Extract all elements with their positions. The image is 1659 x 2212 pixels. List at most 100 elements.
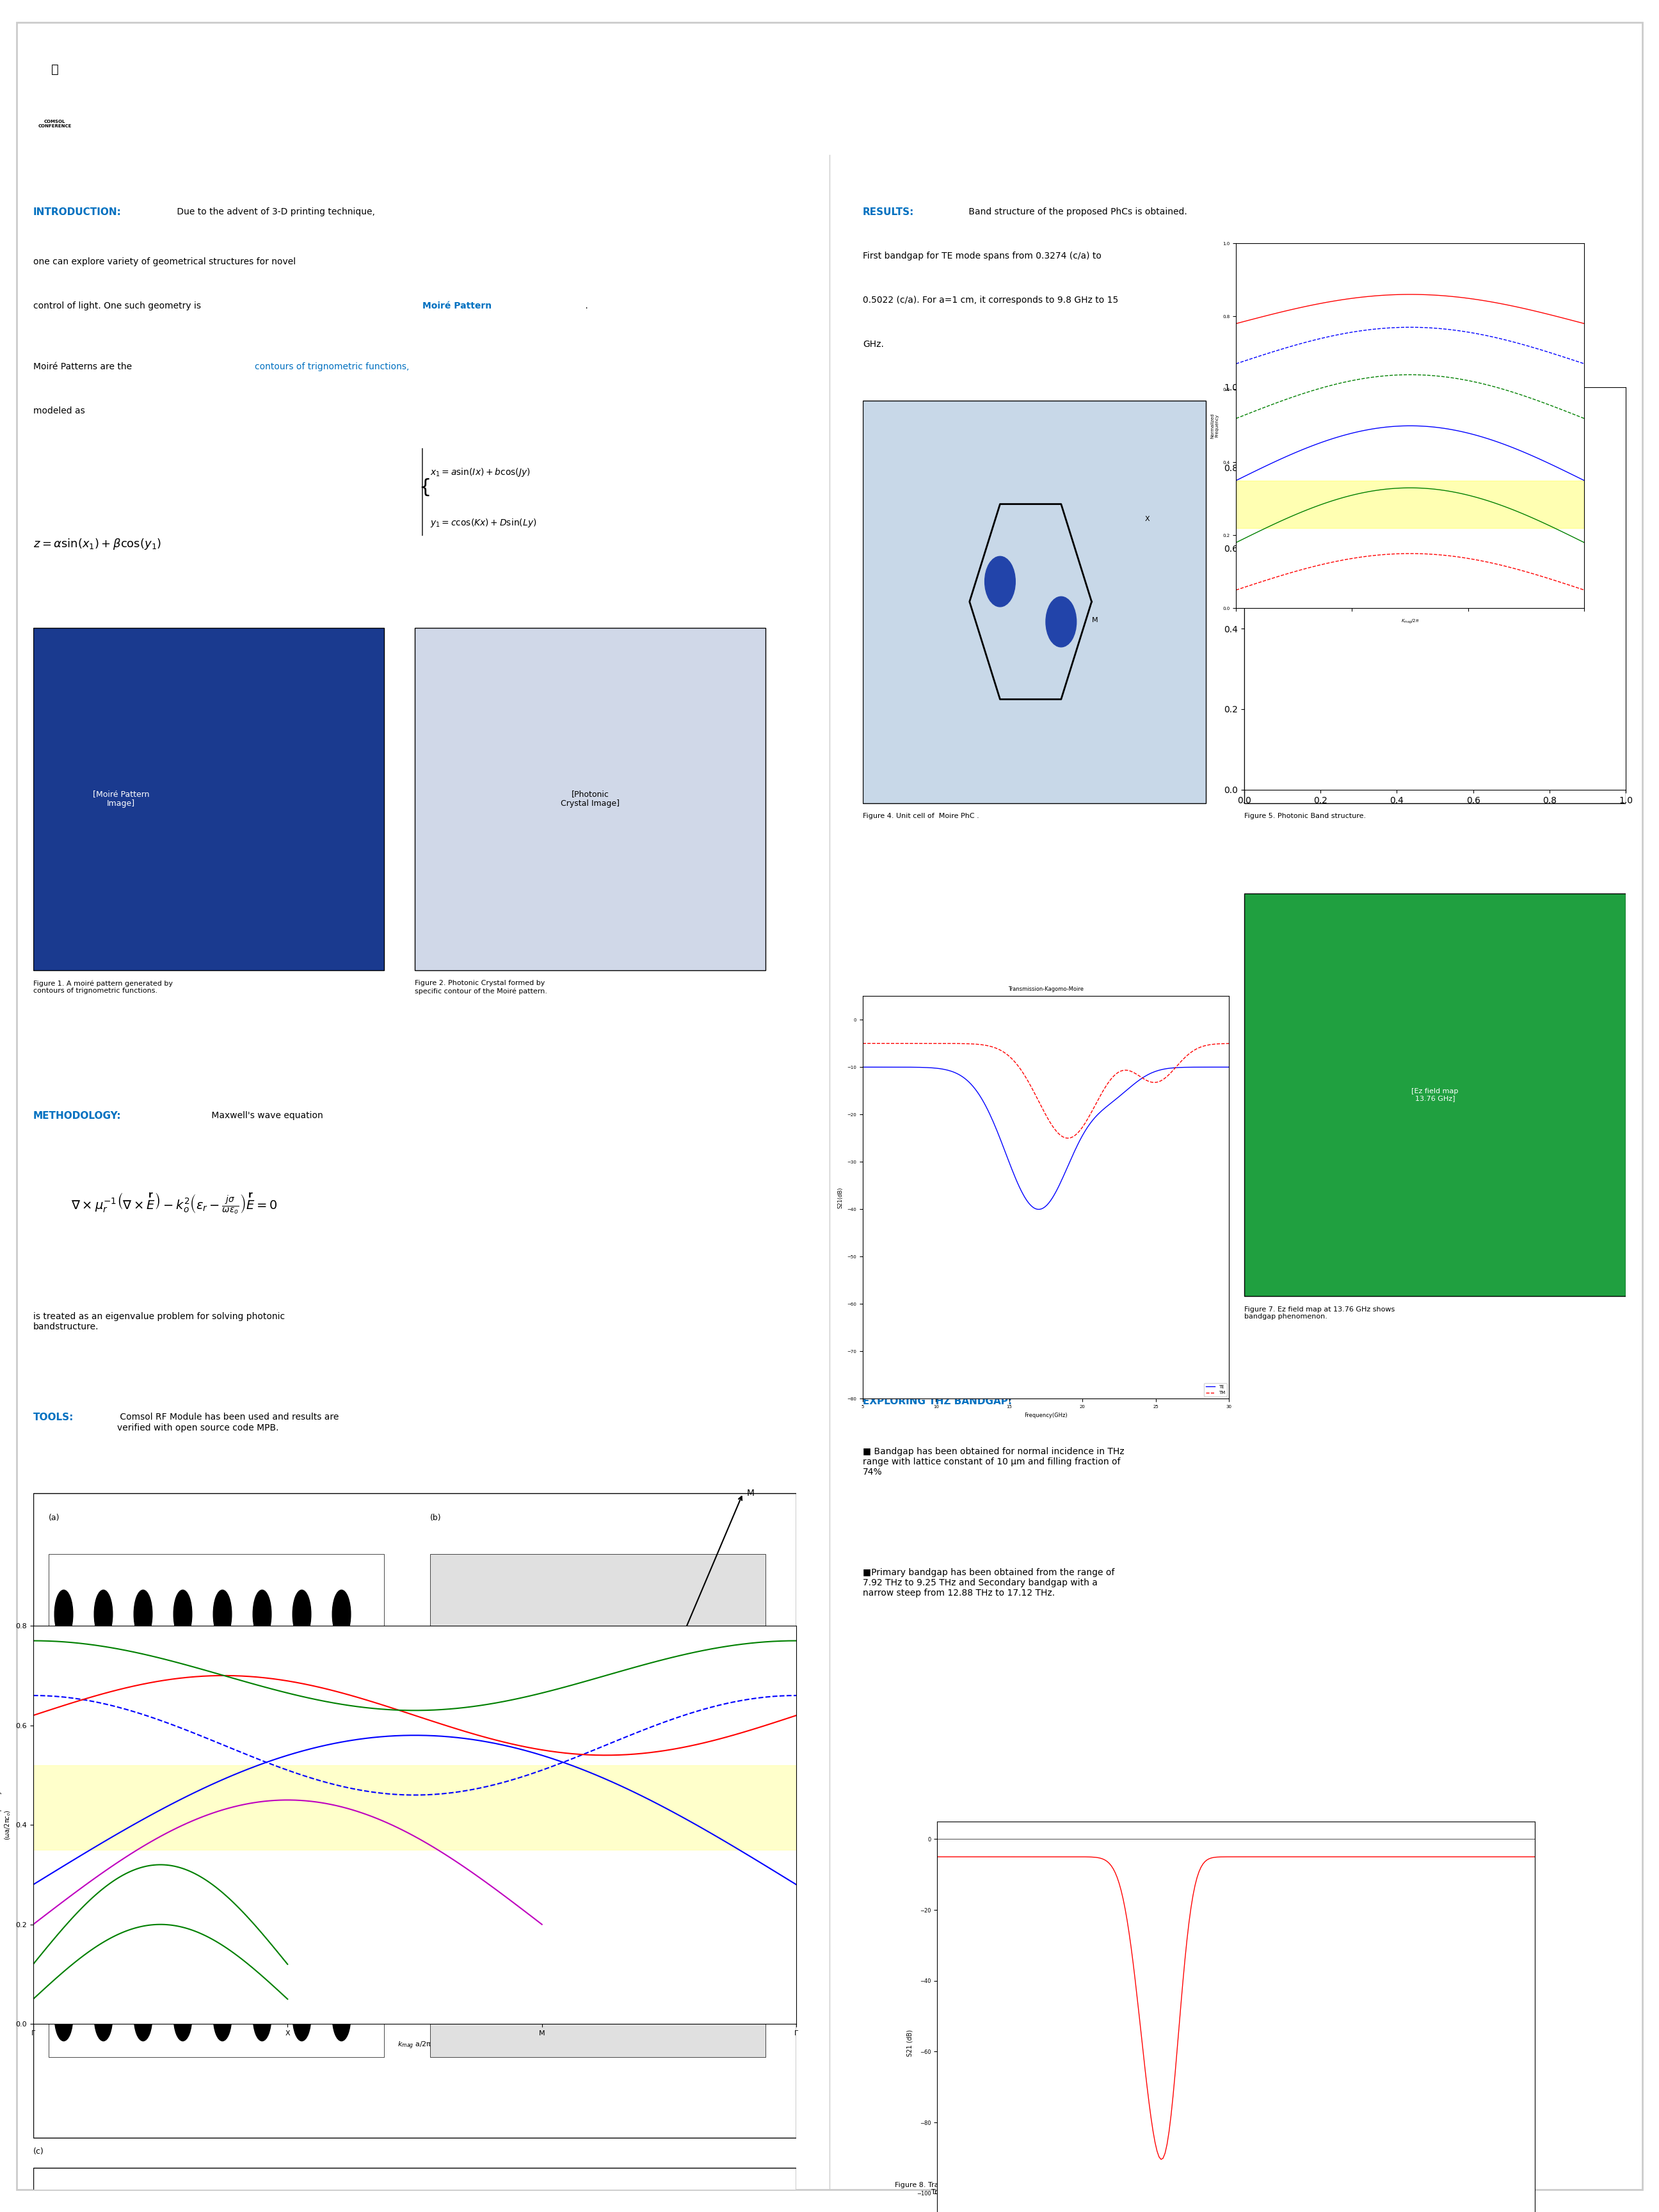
Circle shape	[252, 1590, 272, 1639]
Circle shape	[174, 1690, 192, 1739]
Y-axis label: S21 (dB): S21 (dB)	[906, 2028, 912, 2057]
Circle shape	[214, 1690, 232, 1739]
Circle shape	[55, 1792, 73, 1840]
FancyBboxPatch shape	[415, 628, 766, 971]
Circle shape	[95, 1741, 113, 1790]
Circle shape	[55, 1641, 73, 1688]
TE	[921, 1055, 941, 1082]
Text: Due to the advent of 3-D printing technique,: Due to the advent of 3-D printing techni…	[174, 208, 375, 217]
Text: First bandgap for TE mode spans from 0.3274 (c/a) to: First bandgap for TE mode spans from 0.3…	[863, 252, 1102, 261]
Circle shape	[252, 1792, 272, 1840]
Text: Band structure of the proposed PhCs is obtained.: Band structure of the proposed PhCs is o…	[966, 208, 1186, 217]
Text: modeled as: modeled as	[33, 407, 85, 416]
FancyBboxPatch shape	[430, 1553, 766, 2057]
Circle shape	[134, 1590, 153, 1639]
Text: ■ Bandgap has been obtained for normal incidence in THz
range with lattice const: ■ Bandgap has been obtained for normal i…	[863, 1447, 1125, 1478]
Text: $\nabla \times \mu_r^{-1}\left(\nabla \times \overset{\mathbf{r}}{E}\right) - k_: $\nabla \times \mu_r^{-1}\left(\nabla \t…	[71, 1192, 277, 1217]
Text: (c): (c)	[33, 2148, 43, 2157]
TM	[1203, 1031, 1223, 1057]
Circle shape	[95, 1590, 113, 1639]
Circle shape	[174, 1590, 192, 1639]
Text: is treated as an eigenvalue problem for solving photonic
bandstructure.: is treated as an eigenvalue problem for …	[33, 1312, 285, 1332]
Circle shape	[174, 1741, 192, 1790]
Circle shape	[292, 1792, 310, 1840]
Circle shape	[332, 1891, 350, 1940]
Circle shape	[292, 1641, 310, 1688]
Circle shape	[332, 1741, 350, 1790]
Circle shape	[174, 1792, 192, 1840]
Text: control of light. One such geometry is: control of light. One such geometry is	[33, 301, 204, 310]
Circle shape	[214, 1792, 232, 1840]
Circle shape	[332, 1942, 350, 1991]
Circle shape	[332, 1993, 350, 2042]
Text: one can explore variety of geometrical structures for novel: one can explore variety of geometrical s…	[33, 257, 295, 265]
Text: ■Primary bandgap has been obtained from the range of
7.92 THz to 9.25 THz and Se: ■Primary bandgap has been obtained from …	[863, 1568, 1115, 1597]
Circle shape	[134, 1993, 153, 2042]
TM	[921, 1031, 941, 1057]
Text: R. Rachel Darthy, C. Venkateswaran and N. Yogesh*: R. Rachel Darthy, C. Venkateswaran and N…	[765, 117, 994, 126]
Text: {: {	[418, 478, 431, 495]
Text: TOOLS:: TOOLS:	[33, 1413, 73, 1422]
FancyBboxPatch shape	[48, 1553, 385, 2057]
Circle shape	[134, 1942, 153, 1991]
Circle shape	[174, 1891, 192, 1940]
Circle shape	[292, 1741, 310, 1790]
TE	[1219, 1053, 1239, 1079]
Text: Department of Nuclear Physics, University of Madras (Guindy) Chennai-600025, TN,: Department of Nuclear Physics, Universit…	[698, 139, 1060, 148]
Circle shape	[214, 1641, 232, 1688]
TE	[868, 1053, 888, 1079]
TM	[853, 1031, 873, 1057]
Text: M: M	[1092, 617, 1098, 624]
Circle shape	[214, 1942, 232, 1991]
Line: TM: TM	[863, 1044, 1229, 1139]
FancyBboxPatch shape	[1244, 400, 1626, 803]
Circle shape	[95, 1942, 113, 1991]
FancyBboxPatch shape	[33, 628, 385, 971]
Circle shape	[214, 1843, 232, 1889]
Text: METHODOLOGY:: METHODOLOGY:	[33, 1110, 121, 1121]
X-axis label: $k_{mag}$ a/2π: $k_{mag}$ a/2π	[398, 2039, 431, 2051]
Y-axis label: Normalized Frequency
(ωa/2π$c_o$): Normalized Frequency (ωa/2π$c_o$)	[0, 1790, 12, 1860]
Circle shape	[134, 1891, 153, 1940]
X-axis label: Frequency(GHz): Frequency(GHz)	[1024, 1411, 1067, 1418]
Text: X: X	[1145, 515, 1150, 522]
Circle shape	[252, 1843, 272, 1889]
Circle shape	[292, 1590, 310, 1639]
Text: M: M	[747, 1489, 755, 1498]
Circle shape	[55, 1891, 73, 1940]
Text: Figure 6. Transmission at
normal incidence.: Figure 6. Transmission at normal inciden…	[863, 1307, 951, 1321]
FancyBboxPatch shape	[33, 2168, 796, 2212]
Text: Moiré Pattern: Moiré Pattern	[423, 301, 491, 310]
Circle shape	[95, 1993, 113, 2042]
Circle shape	[252, 1993, 272, 2042]
Circle shape	[214, 1891, 232, 1940]
TE	[1190, 1053, 1209, 1079]
Text: Figure 8. Transmission at normal incidence for
Transverse Electric mode.: Figure 8. Transmission at normal inciden…	[894, 2181, 1060, 2197]
Line: TE: TE	[863, 1066, 1229, 1210]
Text: (a): (a)	[48, 1513, 60, 1522]
Circle shape	[292, 1942, 310, 1991]
Bar	[33, 1765, 796, 1849]
Circle shape	[252, 1641, 272, 1688]
Text: contours of trignometric functions,: contours of trignometric functions,	[254, 363, 410, 372]
TE	[1030, 1197, 1050, 1223]
Circle shape	[544, 1694, 652, 1978]
Circle shape	[95, 1843, 113, 1889]
Circle shape	[214, 1741, 232, 1790]
TE	[874, 1053, 894, 1079]
Circle shape	[55, 1690, 73, 1739]
Text: Comsol RF Module has been used and results are
verified with open source code MP: Comsol RF Module has been used and resul…	[118, 1413, 338, 1431]
Circle shape	[55, 1843, 73, 1889]
X-axis label: $K_{mag}/2\pi$: $K_{mag}/2\pi$	[1400, 617, 1420, 626]
Circle shape	[332, 1792, 350, 1840]
Circle shape	[95, 1792, 113, 1840]
Text: [Photonic
Crystal Image]: [Photonic Crystal Image]	[561, 790, 620, 807]
Circle shape	[332, 1641, 350, 1688]
Circle shape	[55, 1993, 73, 2042]
Text: Moiré Patterns are the: Moiré Patterns are the	[33, 363, 134, 372]
Bar	[1236, 480, 1584, 529]
Circle shape	[214, 1993, 232, 2042]
TE	[1203, 1053, 1223, 1079]
TM	[874, 1031, 894, 1057]
Text: Maxwell's wave equation: Maxwell's wave equation	[209, 1110, 324, 1119]
